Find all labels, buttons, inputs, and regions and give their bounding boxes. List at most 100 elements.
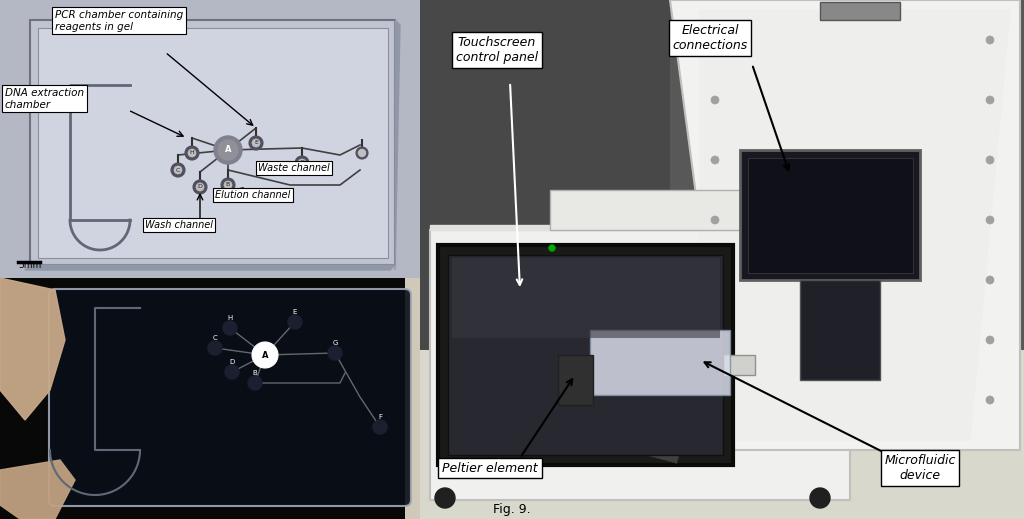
Circle shape (711, 216, 719, 224)
Circle shape (986, 396, 994, 404)
Bar (648, 328, 679, 344)
Bar (648, 448, 679, 463)
Bar (648, 388, 679, 403)
Bar (420, 0, 1024, 519)
Circle shape (328, 346, 342, 360)
Circle shape (986, 96, 994, 104)
Circle shape (986, 36, 994, 44)
Bar (0, 278, 420, 519)
Text: B: B (226, 183, 230, 187)
Circle shape (252, 342, 278, 368)
Bar (555, 355, 755, 375)
Circle shape (171, 163, 185, 177)
Bar (648, 316, 679, 332)
Circle shape (549, 245, 555, 251)
Text: A: A (224, 145, 231, 155)
FancyBboxPatch shape (49, 289, 411, 506)
Bar (590, 330, 730, 395)
Circle shape (225, 365, 239, 379)
Polygon shape (0, 278, 65, 420)
Bar (748, 158, 913, 273)
Polygon shape (430, 225, 850, 230)
Text: Electrical
connections: Electrical connections (673, 24, 748, 52)
Text: Fig. 9.: Fig. 9. (494, 503, 530, 516)
Bar (452, 258, 720, 338)
Circle shape (218, 140, 238, 160)
Bar (438, 245, 733, 465)
Bar (420, 0, 670, 350)
Circle shape (373, 420, 387, 434)
Circle shape (174, 166, 182, 174)
Text: D: D (229, 359, 234, 365)
Text: D: D (198, 184, 203, 189)
Circle shape (249, 136, 263, 150)
Circle shape (711, 36, 719, 44)
Text: Microfluidic
device: Microfluidic device (885, 454, 955, 482)
Circle shape (711, 336, 719, 344)
Bar (558, 355, 593, 405)
Bar (648, 292, 679, 307)
Text: H: H (189, 151, 195, 156)
Circle shape (986, 156, 994, 164)
Text: Touchscreen
control panel: Touchscreen control panel (456, 36, 538, 64)
Text: A: A (262, 350, 268, 360)
Bar (648, 340, 679, 356)
Bar (648, 304, 679, 320)
Circle shape (224, 181, 232, 189)
Bar (648, 424, 679, 440)
Bar (648, 364, 679, 379)
Circle shape (711, 96, 719, 104)
Bar (0, 0, 420, 278)
Text: PCR chamber containing
reagents in gel: PCR chamber containing reagents in gel (55, 10, 183, 32)
Polygon shape (0, 460, 75, 519)
Text: C: C (176, 168, 180, 172)
Bar (449, 255, 723, 455)
Circle shape (208, 341, 222, 355)
Polygon shape (30, 20, 395, 265)
Circle shape (214, 136, 242, 164)
Circle shape (358, 149, 366, 157)
Polygon shape (550, 190, 820, 230)
Circle shape (223, 321, 237, 335)
Text: Peltier element: Peltier element (442, 461, 538, 474)
Circle shape (188, 149, 196, 157)
Text: Wash channel: Wash channel (145, 220, 213, 230)
Bar (38, 28, 388, 258)
Circle shape (252, 139, 260, 147)
Text: C: C (213, 335, 217, 341)
Text: DNA extraction
chamber: DNA extraction chamber (5, 88, 84, 110)
Circle shape (711, 276, 719, 284)
Circle shape (193, 180, 207, 194)
Bar (430, 230, 850, 500)
Circle shape (810, 488, 830, 508)
Bar (820, 2, 900, 20)
Text: Waste channel: Waste channel (258, 163, 330, 173)
Circle shape (295, 156, 309, 170)
Text: B: B (253, 370, 257, 376)
Text: E: E (254, 141, 258, 145)
Text: G: G (300, 160, 304, 166)
Bar (648, 352, 679, 367)
Bar (648, 436, 679, 452)
Circle shape (356, 147, 368, 159)
Circle shape (196, 183, 204, 191)
Polygon shape (395, 20, 400, 270)
Polygon shape (670, 0, 1020, 450)
Circle shape (298, 159, 306, 167)
Text: 5mm: 5mm (18, 261, 41, 270)
Bar (406, 278, 425, 519)
Circle shape (986, 216, 994, 224)
Bar (648, 280, 679, 295)
Circle shape (986, 276, 994, 284)
Circle shape (248, 376, 262, 390)
Circle shape (185, 146, 199, 160)
Text: Elution channel: Elution channel (215, 190, 291, 200)
Text: E: E (293, 309, 297, 315)
Text: G: G (333, 340, 338, 346)
Polygon shape (700, 10, 1010, 440)
Circle shape (986, 336, 994, 344)
Circle shape (711, 396, 719, 404)
Bar (740, 150, 920, 280)
Text: H: H (227, 315, 232, 321)
Circle shape (221, 178, 234, 192)
